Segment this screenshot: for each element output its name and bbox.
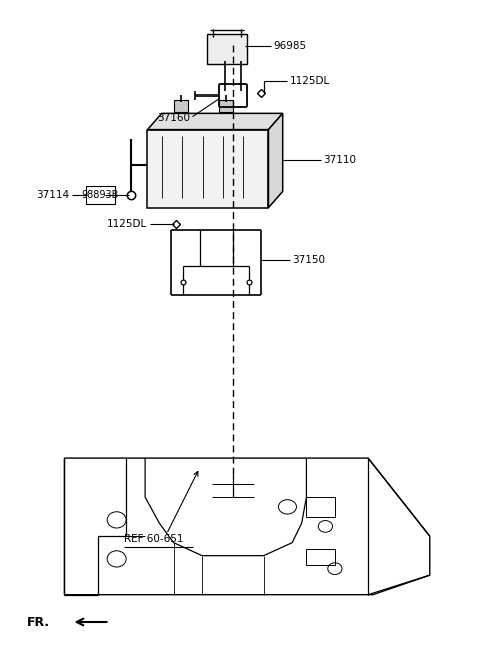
- Text: 98893B: 98893B: [82, 190, 119, 199]
- Polygon shape: [268, 113, 283, 208]
- Text: 37114: 37114: [36, 190, 69, 199]
- Text: 96985: 96985: [273, 41, 306, 51]
- Text: 37160: 37160: [157, 113, 190, 123]
- Text: 37110: 37110: [323, 155, 356, 165]
- Text: 1125DL: 1125DL: [107, 219, 147, 229]
- Text: FR.: FR.: [26, 615, 49, 628]
- Polygon shape: [147, 130, 268, 208]
- FancyBboxPatch shape: [174, 100, 188, 112]
- Text: 1125DL: 1125DL: [290, 76, 330, 86]
- Bar: [306, 549, 335, 565]
- FancyBboxPatch shape: [219, 100, 233, 112]
- Bar: [306, 497, 335, 517]
- Text: 37150: 37150: [292, 255, 325, 265]
- Text: REF 60-651: REF 60-651: [124, 535, 183, 544]
- FancyBboxPatch shape: [207, 34, 247, 64]
- Polygon shape: [147, 113, 283, 130]
